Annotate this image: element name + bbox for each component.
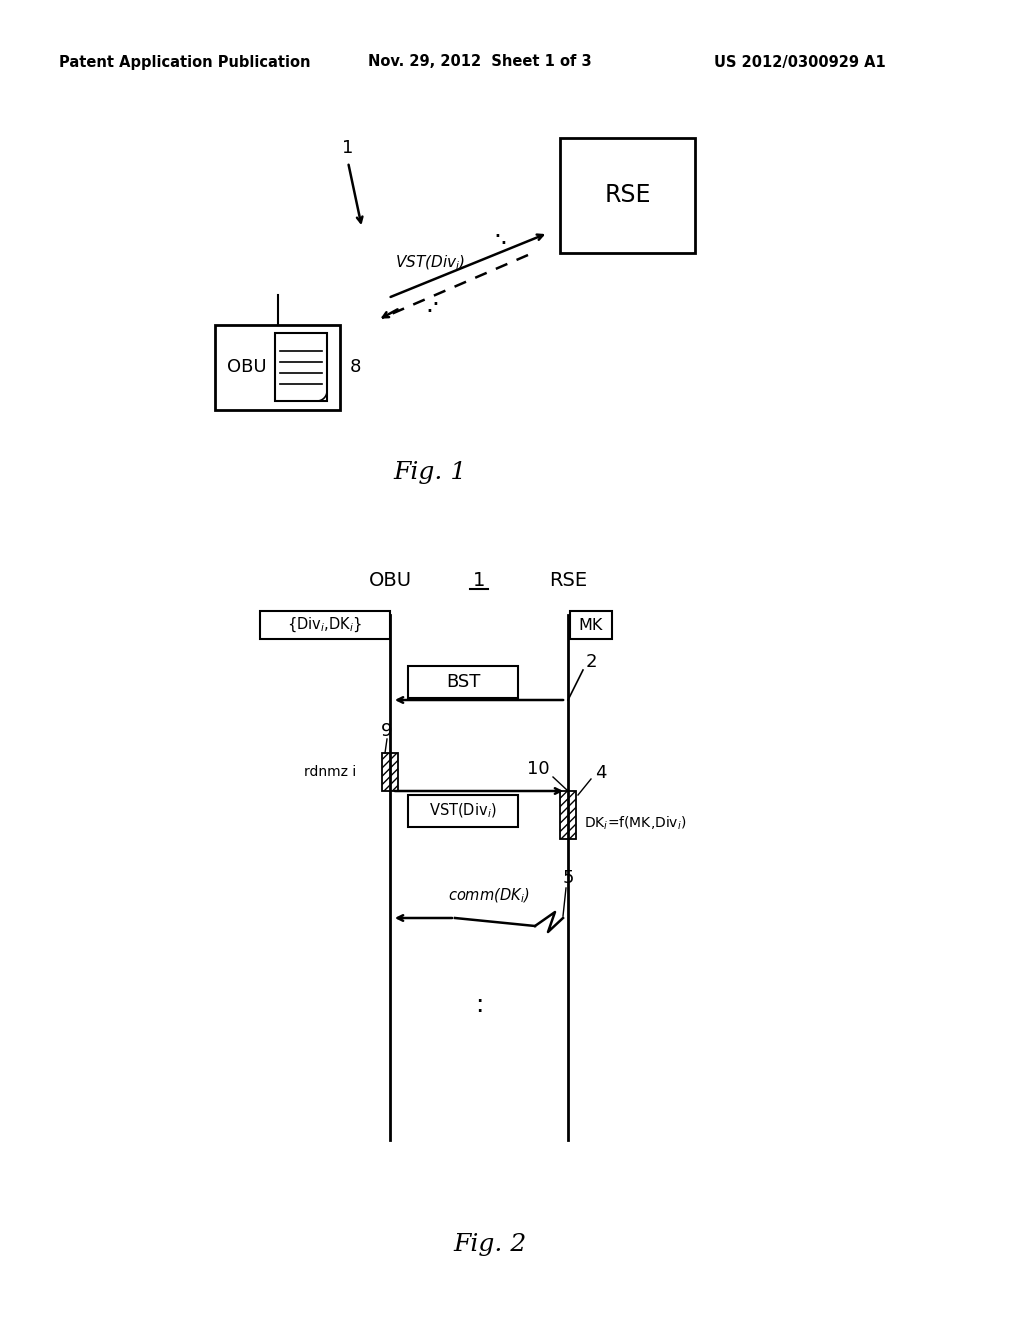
Text: 1: 1 bbox=[342, 139, 353, 157]
Text: .: . bbox=[425, 293, 433, 317]
Text: .: . bbox=[431, 286, 439, 310]
Text: 1: 1 bbox=[473, 570, 485, 590]
Bar bbox=[560, 139, 695, 253]
Text: Nov. 29, 2012  Sheet 1 of 3: Nov. 29, 2012 Sheet 1 of 3 bbox=[369, 54, 592, 70]
Text: VST(Div$_i$): VST(Div$_i$) bbox=[429, 801, 497, 820]
Text: 9: 9 bbox=[381, 722, 393, 741]
Bar bbox=[408, 795, 518, 828]
Text: :: : bbox=[475, 993, 483, 1016]
Text: comm(DK$_i$): comm(DK$_i$) bbox=[449, 887, 529, 906]
Bar bbox=[260, 611, 390, 639]
Text: RSE: RSE bbox=[549, 570, 587, 590]
Text: Patent Application Publication: Patent Application Publication bbox=[59, 54, 310, 70]
Text: {Div$_i$,DK$_i$}: {Div$_i$,DK$_i$} bbox=[288, 616, 362, 634]
Text: OBU: OBU bbox=[369, 570, 412, 590]
Text: DK$_i$=f(MK,Div$_i$): DK$_i$=f(MK,Div$_i$) bbox=[584, 814, 687, 832]
Text: RSE: RSE bbox=[604, 183, 650, 207]
Text: VST(Div$_i$): VST(Div$_i$) bbox=[395, 253, 465, 272]
Text: Fig. 1: Fig. 1 bbox=[393, 461, 467, 483]
Text: 4: 4 bbox=[595, 764, 607, 781]
Bar bbox=[382, 752, 398, 791]
Bar bbox=[408, 667, 518, 698]
Text: .: . bbox=[493, 218, 501, 242]
Text: .: . bbox=[499, 224, 507, 249]
Bar bbox=[570, 611, 612, 639]
Text: 2: 2 bbox=[586, 653, 597, 671]
Text: MK: MK bbox=[579, 618, 603, 632]
Text: Fig. 2: Fig. 2 bbox=[454, 1233, 526, 1257]
Text: OBU: OBU bbox=[227, 359, 267, 376]
Bar bbox=[275, 333, 327, 401]
Bar bbox=[215, 325, 340, 411]
Text: 10: 10 bbox=[526, 760, 549, 777]
Text: 5: 5 bbox=[563, 869, 574, 887]
Text: US 2012/0300929 A1: US 2012/0300929 A1 bbox=[714, 54, 886, 70]
Bar bbox=[560, 791, 575, 840]
Text: rdnmz i: rdnmz i bbox=[304, 766, 356, 779]
Text: 8: 8 bbox=[350, 359, 361, 376]
Text: BST: BST bbox=[445, 673, 480, 690]
